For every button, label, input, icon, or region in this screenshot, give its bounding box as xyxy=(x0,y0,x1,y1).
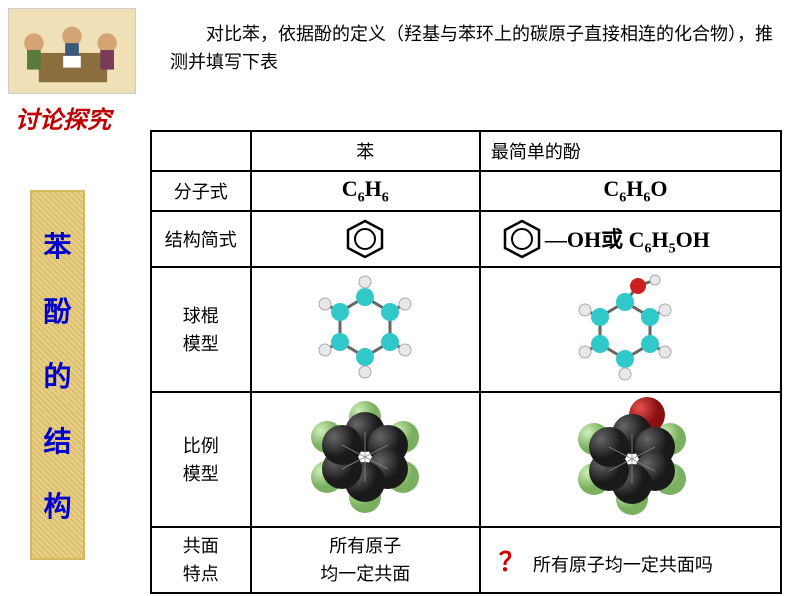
discussion-illustration xyxy=(8,8,136,94)
row-coplanar: 共面特点 所有原子均一定共面 ？ 所有原子均一定共面吗 xyxy=(151,527,781,593)
phenol-formula: C6H6O xyxy=(480,171,781,211)
phenol-coplanar-text: 所有原子均一定共面吗 xyxy=(533,555,713,575)
label-spacefill: 比例模型 xyxy=(151,392,251,527)
header-benzene: 苯 xyxy=(251,131,480,171)
benzene-ballstick xyxy=(251,267,480,392)
sidebar-char: 酚 xyxy=(43,290,71,330)
phenol-spacefill xyxy=(480,392,781,527)
label-formula: 分子式 xyxy=(151,171,251,211)
label-structure: 结构简式 xyxy=(151,211,251,267)
row-spacefill: 比例模型 xyxy=(151,392,781,527)
sidebar-char: 构 xyxy=(43,485,71,525)
benzene-hexagon-icon xyxy=(342,218,388,260)
phenol-ballstick-icon xyxy=(560,272,710,382)
question-mark-icon: ？ xyxy=(499,548,525,577)
phenol-hexagon-icon xyxy=(499,218,545,260)
sidebar-char: 结 xyxy=(43,420,71,460)
discuss-text: 讨论探究 xyxy=(15,108,111,134)
row-ballstick: 球棍模型 xyxy=(151,267,781,392)
table-header-row: 苯 最简单的酚 xyxy=(151,131,781,171)
label-coplanar: 共面特点 xyxy=(151,527,251,593)
sidebar-title: 苯 酚 的 结 构 xyxy=(30,190,85,560)
benzene-structure xyxy=(251,211,480,267)
row-structure: 结构简式 —OH或 C6H5OH xyxy=(151,211,781,267)
benzene-coplanar: 所有原子均一定共面 xyxy=(251,527,480,593)
phenol-ballstick xyxy=(480,267,781,392)
phenol-spacefill-icon xyxy=(565,397,705,517)
phenol-coplanar: ？ 所有原子均一定共面吗 xyxy=(480,527,781,593)
sidebar-char: 苯 xyxy=(43,225,71,265)
phenol-structure: —OH或 C6H5OH xyxy=(480,211,781,267)
benzene-ballstick-icon xyxy=(300,272,430,382)
sidebar-char: 的 xyxy=(43,355,71,395)
header-phenol: 最简单的酚 xyxy=(480,131,781,171)
discuss-title: 讨论探究 xyxy=(15,100,111,135)
benzene-formula: C6H6 xyxy=(251,171,480,211)
intro-text: 对比苯，依据酚的定义（羟基与苯环上的碳原子直接相连的化合物），推测并填写下表 xyxy=(170,20,784,76)
benzene-spacefill xyxy=(251,392,480,527)
row-formula: 分子式 C6H6 C6H6O xyxy=(151,171,781,211)
header-empty xyxy=(151,131,251,171)
label-ballstick: 球棍模型 xyxy=(151,267,251,392)
comparison-table: 苯 最简单的酚 分子式 C6H6 C6H6O 结构简式 —OH或 C6H5OH … xyxy=(150,130,782,594)
benzene-spacefill-icon xyxy=(300,397,430,517)
